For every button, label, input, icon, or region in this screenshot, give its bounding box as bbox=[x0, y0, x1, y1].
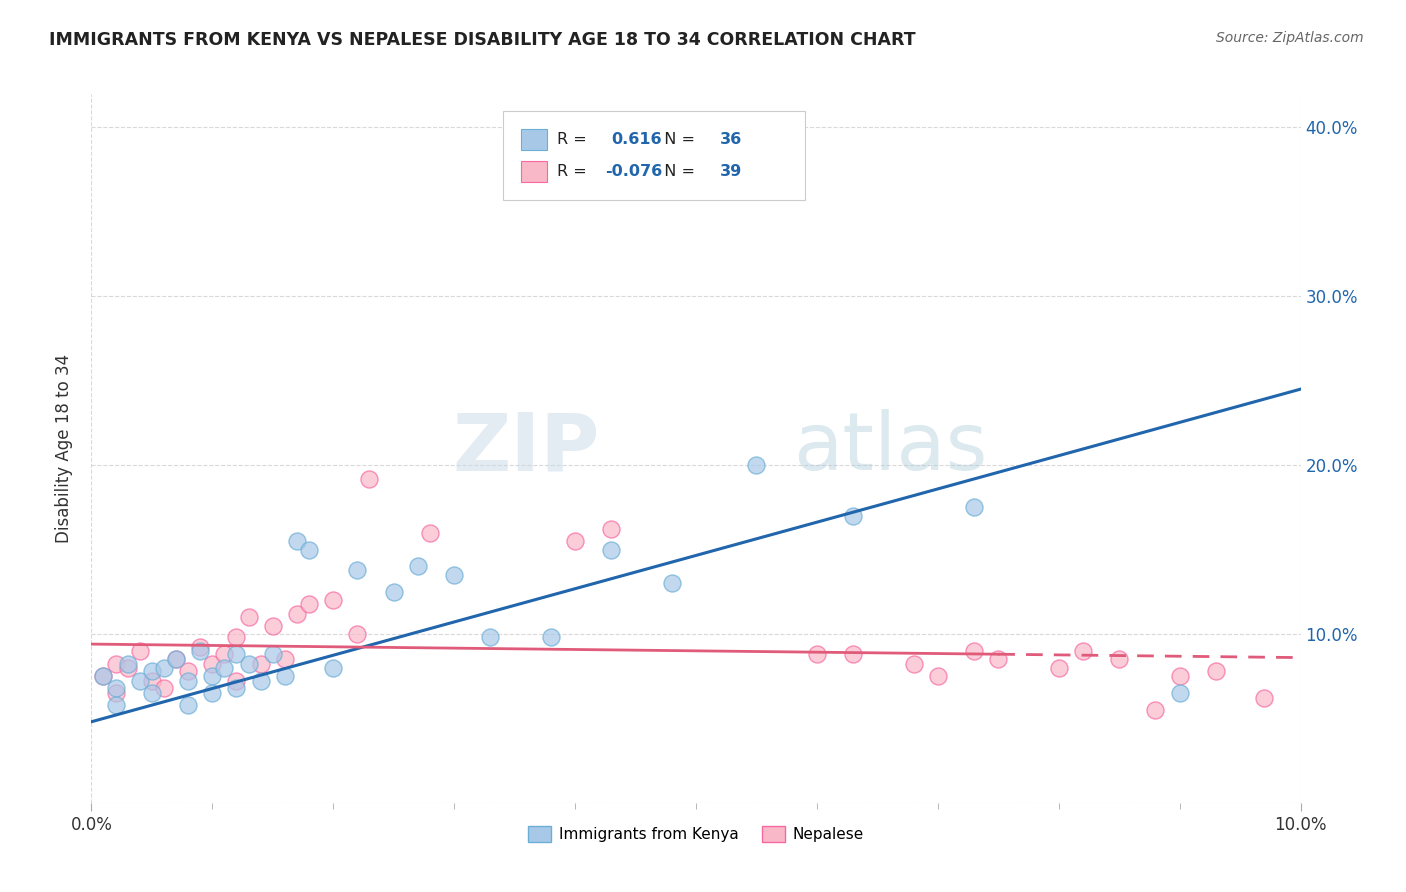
Point bbox=[346, 627, 368, 641]
Point bbox=[238, 657, 260, 672]
Text: N =: N = bbox=[654, 164, 700, 179]
Point bbox=[987, 652, 1010, 666]
Point bbox=[153, 681, 176, 695]
Point bbox=[225, 647, 247, 661]
Text: R =: R = bbox=[557, 164, 592, 179]
Point bbox=[214, 661, 236, 675]
Point bbox=[165, 652, 187, 666]
Point bbox=[842, 508, 865, 523]
Point bbox=[93, 669, 115, 683]
Point bbox=[201, 657, 224, 672]
Point bbox=[104, 698, 127, 712]
Point bbox=[346, 563, 368, 577]
Point bbox=[903, 657, 925, 672]
Point bbox=[93, 669, 115, 683]
Point bbox=[249, 657, 271, 672]
Point bbox=[225, 630, 247, 644]
Point bbox=[298, 597, 321, 611]
Point bbox=[600, 542, 623, 557]
Point bbox=[419, 525, 441, 540]
Text: Source: ZipAtlas.com: Source: ZipAtlas.com bbox=[1216, 31, 1364, 45]
Point bbox=[1144, 703, 1167, 717]
Point bbox=[963, 644, 986, 658]
Point bbox=[249, 674, 271, 689]
Point bbox=[322, 593, 344, 607]
Point bbox=[128, 674, 150, 689]
Point bbox=[443, 567, 465, 582]
Text: -0.076: -0.076 bbox=[605, 164, 662, 179]
Text: 36: 36 bbox=[720, 132, 742, 147]
Point bbox=[262, 647, 284, 661]
Point bbox=[1205, 664, 1227, 678]
Text: ZIP: ZIP bbox=[451, 409, 599, 487]
Point bbox=[322, 661, 344, 675]
Y-axis label: Disability Age 18 to 34: Disability Age 18 to 34 bbox=[55, 353, 73, 543]
Point bbox=[141, 664, 163, 678]
Point bbox=[214, 647, 236, 661]
Point bbox=[153, 661, 176, 675]
Point bbox=[1047, 661, 1070, 675]
Point bbox=[177, 664, 200, 678]
Text: 39: 39 bbox=[720, 164, 742, 179]
Point bbox=[285, 534, 308, 549]
Point bbox=[165, 652, 187, 666]
Point bbox=[225, 681, 247, 695]
Point bbox=[225, 674, 247, 689]
Point bbox=[104, 657, 127, 672]
Point bbox=[104, 686, 127, 700]
Point bbox=[274, 669, 297, 683]
Point bbox=[128, 644, 150, 658]
Point bbox=[117, 657, 139, 672]
Point bbox=[262, 618, 284, 632]
Point bbox=[117, 661, 139, 675]
Point bbox=[479, 630, 502, 644]
Text: atlas: atlas bbox=[793, 409, 987, 487]
Point bbox=[745, 458, 768, 472]
Point bbox=[842, 647, 865, 661]
Text: IMMIGRANTS FROM KENYA VS NEPALESE DISABILITY AGE 18 TO 34 CORRELATION CHART: IMMIGRANTS FROM KENYA VS NEPALESE DISABI… bbox=[49, 31, 915, 49]
Bar bbox=[520, 161, 547, 182]
Point bbox=[188, 640, 211, 655]
Point bbox=[661, 576, 683, 591]
Point bbox=[406, 559, 429, 574]
Point bbox=[600, 522, 623, 536]
Point bbox=[201, 669, 224, 683]
Point bbox=[1108, 652, 1130, 666]
Point bbox=[285, 607, 308, 621]
Text: R =: R = bbox=[557, 132, 592, 147]
Point bbox=[141, 674, 163, 689]
Point bbox=[1253, 691, 1275, 706]
Point bbox=[927, 669, 949, 683]
Legend: Immigrants from Kenya, Nepalese: Immigrants from Kenya, Nepalese bbox=[523, 820, 869, 848]
Point bbox=[963, 500, 986, 515]
Point bbox=[1168, 686, 1191, 700]
Text: 0.616: 0.616 bbox=[612, 132, 662, 147]
Point bbox=[177, 674, 200, 689]
Point bbox=[564, 534, 586, 549]
Bar bbox=[520, 129, 547, 151]
FancyBboxPatch shape bbox=[502, 112, 804, 200]
Text: N =: N = bbox=[654, 132, 700, 147]
Point bbox=[806, 647, 828, 661]
Point bbox=[1168, 669, 1191, 683]
Point bbox=[104, 681, 127, 695]
Point bbox=[188, 644, 211, 658]
Point bbox=[382, 584, 405, 599]
Point bbox=[359, 472, 381, 486]
Point bbox=[201, 686, 224, 700]
Point bbox=[238, 610, 260, 624]
Point bbox=[274, 652, 297, 666]
Point bbox=[141, 686, 163, 700]
Point bbox=[540, 630, 562, 644]
Point bbox=[298, 542, 321, 557]
Point bbox=[177, 698, 200, 712]
Point bbox=[1071, 644, 1094, 658]
